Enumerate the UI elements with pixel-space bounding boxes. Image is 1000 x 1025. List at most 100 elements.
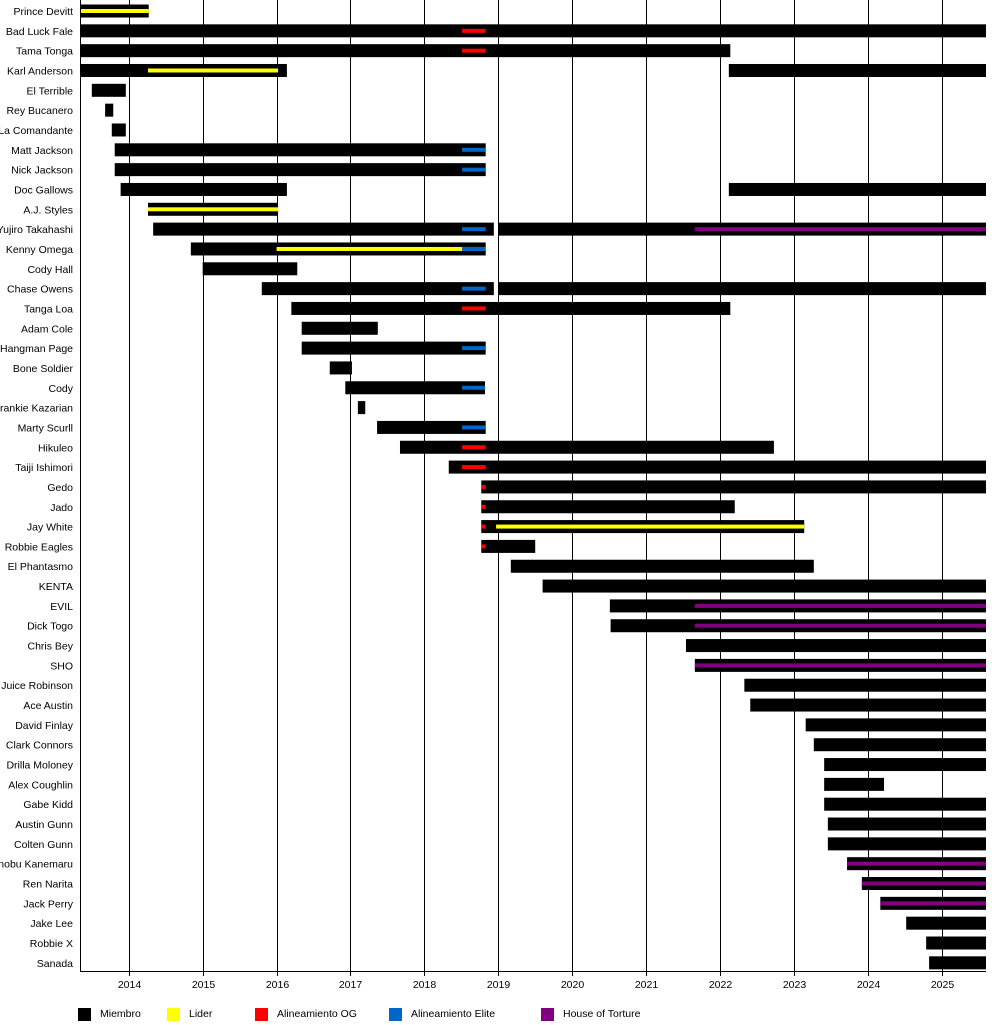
row-label: Jado — [50, 502, 73, 514]
bar-member — [824, 797, 986, 811]
bar-member — [301, 321, 378, 335]
tick-label: 2015 — [192, 979, 216, 991]
bar-member — [202, 262, 298, 276]
bar-member — [114, 143, 486, 157]
timeline-chart: Prince Devitt Bad Luck Fale Tama Tonga Karl… — [0, 0, 986, 991]
bar-member — [80, 24, 986, 38]
row-label: Tanga Loa — [24, 303, 73, 315]
bar-og — [462, 48, 486, 53]
bar-member — [153, 222, 494, 236]
bar-member — [329, 361, 352, 375]
legend-label: House of Torture — [563, 1008, 641, 1020]
row-label: KENTA — [39, 581, 73, 593]
tick-label: 2016 — [266, 979, 290, 991]
tick-label: 2014 — [118, 979, 142, 991]
bar-member — [291, 301, 731, 315]
bar-leader — [496, 524, 805, 529]
bar-member — [805, 718, 986, 732]
tick-label: 2025 — [931, 979, 955, 991]
row-labels: Prince Devitt Bad Luck Fale Tama Tonga Karl… — [0, 6, 74, 970]
legend: Miembro Lider Alineamiento OG Alineamiento … — [0, 1005, 1000, 1025]
legend-item-og: Alineamiento OG — [255, 1005, 357, 1023]
bar-member — [685, 639, 986, 653]
row-label: Ace Austin — [23, 700, 73, 712]
bar-hot — [694, 623, 986, 628]
bar-member — [728, 63, 986, 77]
bar-member — [111, 123, 126, 137]
row-label: Prince Devitt — [13, 6, 73, 18]
bar-member — [301, 341, 486, 355]
row-label: Taiji Ishimori — [15, 462, 73, 474]
legend-label: Alineamiento Elite — [411, 1008, 496, 1020]
bar-og — [462, 465, 486, 470]
bar-member — [345, 381, 485, 395]
bar-member — [824, 758, 986, 772]
row-label: Nick Jackson — [11, 165, 73, 177]
row-label: Chris Bey — [27, 641, 73, 653]
bar-member — [120, 182, 287, 196]
row-label: El Terrible — [27, 85, 74, 97]
bar-og — [462, 306, 486, 311]
row-label: Jake Lee — [30, 918, 73, 930]
bar-member — [481, 480, 986, 494]
tick-label: 2022 — [709, 979, 733, 991]
bar-elite — [462, 346, 486, 351]
legend-label: Lider — [189, 1008, 213, 1020]
row-label: EVIL — [50, 601, 73, 613]
bar-og — [481, 544, 486, 549]
row-label: Clark Connors — [6, 740, 73, 752]
legend-item-elite: Alineamiento Elite — [389, 1005, 495, 1023]
bar-member — [929, 956, 986, 970]
bar-member — [813, 738, 986, 752]
row-label: Bone Soldier — [13, 363, 74, 375]
tick-label: 2020 — [561, 979, 585, 991]
row-label: Marty Scurll — [18, 422, 73, 434]
bar-hot — [694, 663, 986, 668]
row-label: Hangman Page — [0, 343, 73, 355]
bar-member — [399, 440, 774, 454]
bar-elite — [462, 167, 486, 172]
bar-member — [448, 460, 986, 474]
row-label: Gedo — [47, 482, 73, 494]
legend-label: Miembro — [100, 1008, 141, 1020]
bar-leader — [147, 207, 279, 212]
row-label: Rey Bucanero — [6, 105, 73, 117]
bar-member — [750, 698, 986, 712]
bar-member — [906, 916, 986, 930]
legend-item-hot: House of Torture — [541, 1005, 640, 1023]
legend-swatch — [167, 1007, 180, 1021]
bar-hot — [861, 881, 986, 886]
bar-og — [481, 524, 486, 529]
bar-member — [744, 678, 986, 692]
tick-label: 2017 — [339, 979, 363, 991]
bar-elite — [462, 425, 486, 430]
row-label: Austin Gunn — [15, 819, 73, 831]
bar-elite — [462, 286, 486, 291]
row-label: Karl Anderson — [7, 65, 73, 77]
bar-member — [377, 420, 486, 434]
bar-leader — [80, 9, 149, 13]
bar-og — [481, 484, 486, 489]
row-label: Chase Owens — [7, 284, 73, 296]
bar-elite — [462, 385, 485, 390]
tick-label: 2023 — [783, 979, 807, 991]
row-label: Adam Cole — [21, 323, 73, 335]
bar-member — [481, 539, 536, 553]
bar-member — [827, 817, 986, 831]
bar-hot — [880, 901, 986, 906]
row-label: El Phantasmo — [8, 561, 74, 573]
bar-member — [114, 163, 486, 177]
row-label: Cody Hall — [27, 264, 73, 276]
bar-member — [357, 401, 366, 415]
x-axis: 2014 2015 2016 2017 2018 2019 2020 2021 2022 2023… — [80, 0, 986, 991]
row-label: Doc Gallows — [14, 184, 73, 196]
row-label: Alex Coughlin — [8, 779, 73, 791]
row-label: La Comandante — [0, 125, 73, 137]
bar-member — [728, 182, 986, 196]
bars — [80, 4, 986, 970]
row-label: Jay White — [27, 522, 73, 534]
legend-swatch — [78, 1007, 91, 1021]
row-label: Dick Togo — [27, 621, 73, 633]
bar-member — [105, 103, 114, 117]
bar-member — [261, 282, 494, 296]
